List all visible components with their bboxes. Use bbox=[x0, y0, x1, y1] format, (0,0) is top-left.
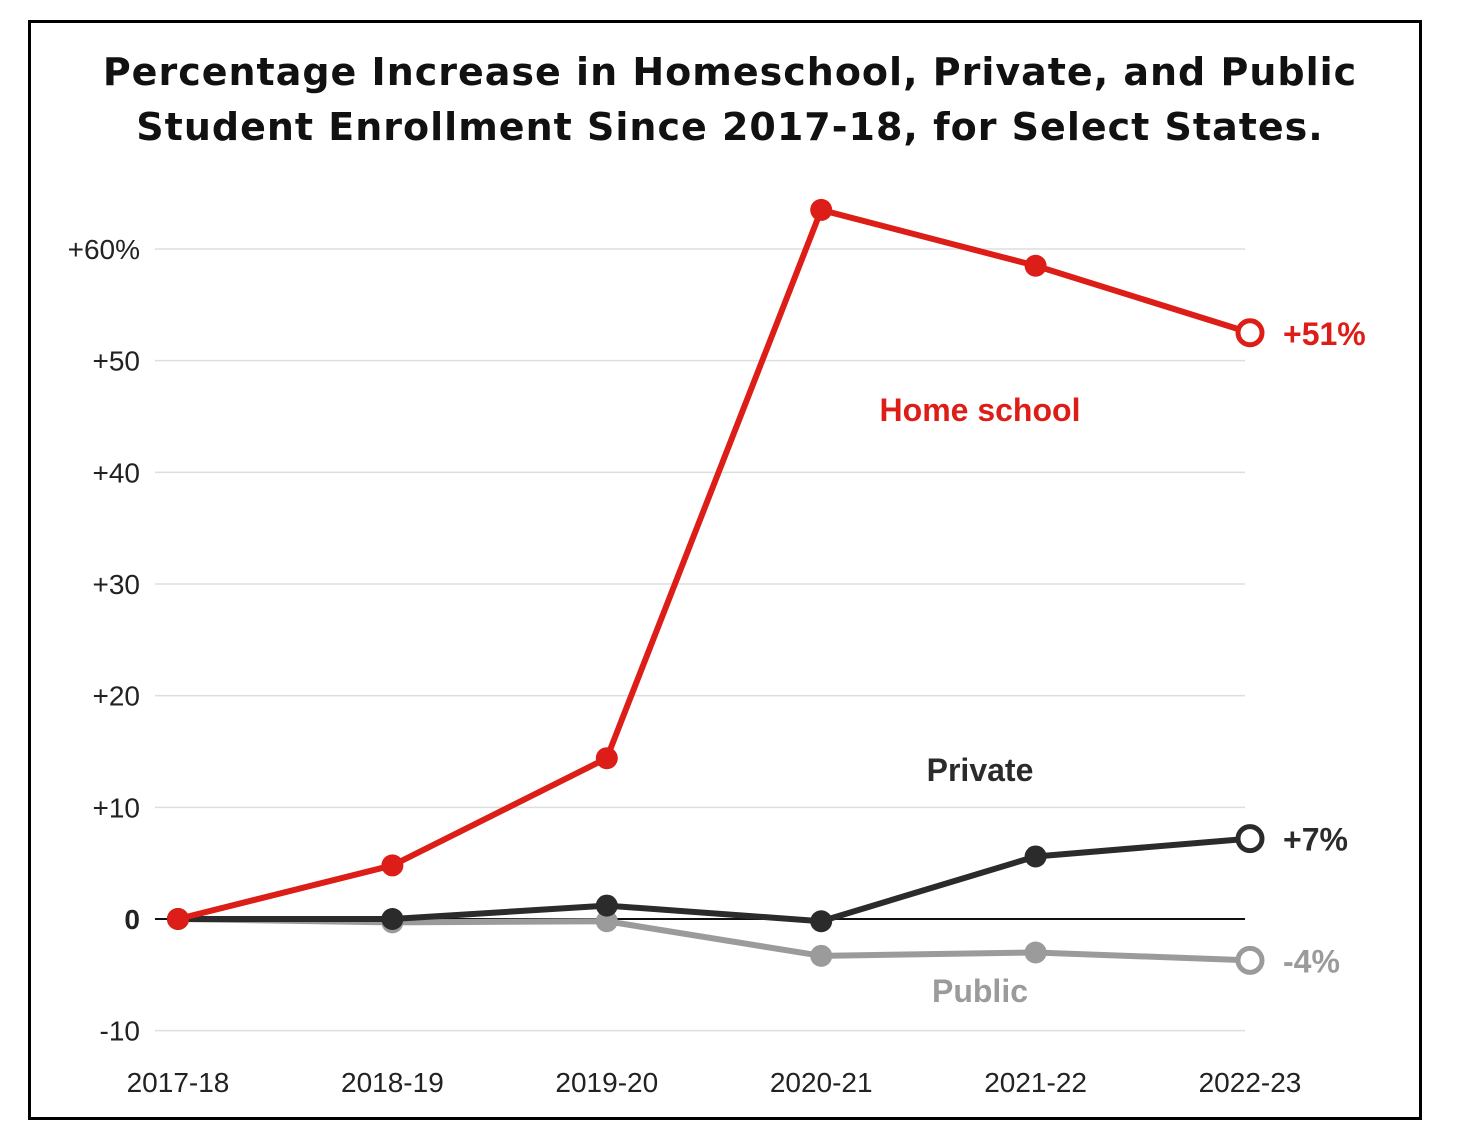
public-point bbox=[1024, 941, 1047, 964]
home-school-endpoint bbox=[1235, 318, 1265, 348]
home-school-point bbox=[381, 854, 404, 877]
home-school-point bbox=[1024, 254, 1047, 277]
private-series-label: Private bbox=[927, 752, 1034, 788]
public-series-label: Public bbox=[932, 973, 1028, 1009]
private-point bbox=[810, 910, 833, 933]
private-endpoint bbox=[1235, 824, 1265, 854]
private-point bbox=[381, 908, 404, 930]
x-tick-label: 2019-20 bbox=[555, 1067, 658, 1098]
x-tick-label: 2021-22 bbox=[984, 1067, 1087, 1098]
public-point bbox=[595, 910, 618, 933]
chart-frame bbox=[28, 20, 1422, 1120]
x-tick-label: 2018-19 bbox=[341, 1067, 444, 1098]
home-school-point bbox=[595, 747, 618, 770]
public-end-label: -4% bbox=[1283, 943, 1340, 979]
private-point bbox=[1024, 845, 1047, 868]
home-school-line bbox=[175, 206, 1253, 922]
chart-title-line-2: Student Enrollment Since 2017-18, for Se… bbox=[136, 105, 1324, 149]
x-tick-label: 2020-21 bbox=[770, 1067, 873, 1098]
home-school-point bbox=[167, 908, 189, 930]
y-tick-label: +60% bbox=[68, 234, 140, 265]
public-endpoint bbox=[1235, 945, 1265, 975]
home-school-series-label: Home school bbox=[880, 392, 1081, 428]
x-tick-label: 2017-18 bbox=[127, 1067, 230, 1098]
public-point bbox=[810, 944, 833, 967]
public-line bbox=[175, 916, 1253, 964]
home-school-point bbox=[810, 198, 833, 221]
y-tick-label: -10 bbox=[100, 1016, 140, 1047]
x-tick-label: 2022-23 bbox=[1199, 1067, 1302, 1098]
y-tick-label: +50 bbox=[93, 346, 141, 377]
chart-title-line-1: Percentage Increase in Homeschool, Priva… bbox=[102, 50, 1358, 94]
home-school-end-label: +51% bbox=[1283, 316, 1366, 352]
y-tick-label: +30 bbox=[93, 569, 141, 600]
y-tick-label: +10 bbox=[93, 792, 141, 823]
private-end-label: +7% bbox=[1283, 822, 1348, 858]
private-point bbox=[595, 894, 618, 917]
y-tick-label: +20 bbox=[93, 681, 141, 712]
y-tick-label: +40 bbox=[93, 457, 141, 488]
private-line bbox=[175, 835, 1253, 925]
y-tick-label: 0 bbox=[124, 904, 140, 935]
